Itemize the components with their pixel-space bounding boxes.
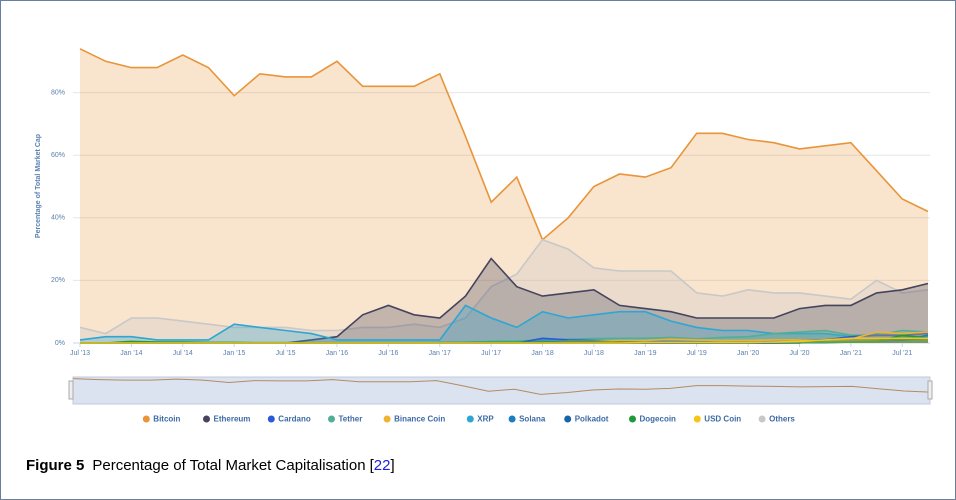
- x-tick-label: Jul '13: [70, 350, 90, 357]
- x-tick-label: Jul '20: [790, 350, 810, 357]
- area: [80, 258, 928, 343]
- legend-marker: [142, 415, 150, 423]
- x-tick-label: Jan '21: [840, 350, 862, 357]
- x-tick-label: Jan '15: [223, 350, 245, 357]
- legend-label: Dogecoin: [640, 415, 677, 424]
- caption-text: Percentage of Total Market Capitalisatio…: [92, 457, 365, 474]
- x-tick-label: Jul '19: [687, 350, 707, 357]
- area: [80, 48, 928, 344]
- y-axis-label: Percentage of Total Market Cap: [35, 134, 42, 238]
- legend-marker: [383, 415, 391, 423]
- x-tick-label: Jan '18: [531, 350, 553, 357]
- x-tick-label: Jul '21: [892, 350, 912, 357]
- legend-label: USD Coin: [704, 415, 741, 424]
- navigator-handle[interactable]: [927, 380, 933, 400]
- legend-label: Solana: [519, 415, 546, 424]
- legend-label: XRP: [477, 415, 494, 424]
- x-tick-label: Jan '20: [737, 350, 759, 357]
- legend-marker: [758, 415, 766, 423]
- legend-marker: [508, 415, 516, 423]
- x-tick-label: Jul '14: [173, 350, 193, 357]
- legend-label: Tether: [339, 415, 363, 424]
- citation-number[interactable]: 22: [374, 457, 391, 474]
- x-tick-label: Jul '16: [378, 350, 398, 357]
- x-tick-label: Jul '15: [276, 350, 296, 357]
- y-tick-label: 60%: [51, 152, 65, 159]
- caption: Figure 5 Percentage of Total Market Capit…: [26, 457, 395, 474]
- legend-marker: [564, 415, 572, 423]
- x-tick-label: Jan '19: [634, 350, 656, 357]
- line: [79, 48, 929, 242]
- navigator-line: [72, 378, 931, 395]
- legend-marker: [267, 415, 275, 423]
- legend-label: Polkadot: [575, 415, 609, 424]
- navigator-handle[interactable]: [68, 380, 74, 400]
- area: [80, 338, 928, 343]
- legend-label: Ethereum: [214, 415, 251, 424]
- y-tick-label: 80%: [51, 89, 65, 96]
- y-tick-label: 20%: [51, 277, 65, 284]
- legend-label: Others: [769, 415, 795, 424]
- y-tick-label: 0%: [55, 340, 65, 347]
- area: [80, 305, 928, 343]
- legend-marker: [629, 415, 636, 423]
- legend-marker: [466, 415, 474, 423]
- figure-label: Figure 5: [26, 457, 84, 474]
- legend-marker: [203, 415, 210, 423]
- line: [79, 238, 929, 335]
- legend-marker: [693, 415, 701, 423]
- y-tick-label: 40%: [51, 215, 65, 222]
- x-tick-label: Jan '17: [429, 350, 451, 357]
- x-tick-label: Jul '17: [481, 350, 501, 357]
- legend-label: Cardano: [278, 415, 311, 424]
- legend-marker: [328, 415, 335, 423]
- x-tick-label: Jul '18: [584, 350, 604, 357]
- legend-label: Bitcoin: [153, 415, 180, 424]
- citation-open: [: [370, 457, 375, 474]
- x-tick-label: Jan '16: [326, 350, 348, 357]
- line: [80, 337, 928, 344]
- legend-label: Binance Coin: [394, 415, 445, 424]
- citation-close: ]: [390, 457, 394, 474]
- x-tick-label: Jan '14: [120, 350, 142, 357]
- area: [80, 239, 928, 343]
